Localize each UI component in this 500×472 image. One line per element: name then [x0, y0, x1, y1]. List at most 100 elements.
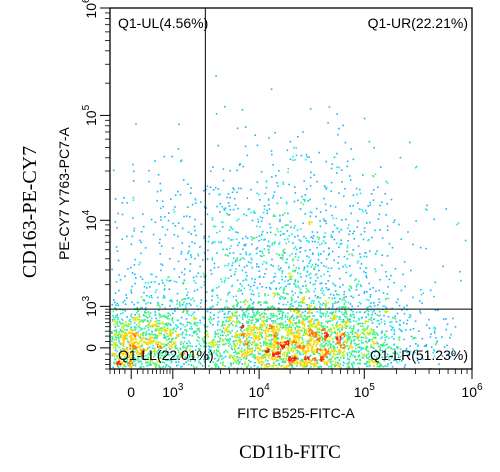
event-dot	[234, 349, 236, 351]
event-dot	[361, 209, 363, 211]
event-dot	[286, 359, 289, 361]
event-dot	[145, 311, 148, 314]
event-dot	[294, 353, 297, 355]
event-dot	[250, 293, 253, 295]
event-dot	[222, 334, 224, 337]
event-dot	[159, 327, 161, 330]
event-dot	[212, 345, 215, 348]
event-dot	[320, 253, 322, 255]
event-dot	[367, 361, 369, 363]
event-dot	[285, 324, 287, 327]
event-dot	[208, 346, 211, 348]
event-dot	[246, 237, 249, 240]
event-dot	[192, 354, 194, 357]
event-dot	[290, 310, 292, 312]
event-dot	[169, 314, 171, 316]
event-dot	[273, 348, 275, 350]
event-dot	[258, 339, 260, 342]
event-dot	[282, 181, 284, 184]
event-dot	[222, 327, 225, 329]
event-dot	[256, 181, 259, 183]
event-dot	[324, 186, 327, 188]
event-dot	[268, 287, 271, 289]
event-dot	[138, 355, 140, 358]
event-dot	[371, 322, 374, 324]
event-dot	[277, 267, 280, 270]
event-dot	[185, 288, 187, 290]
event-dot	[218, 340, 220, 343]
event-dot	[319, 344, 321, 347]
event-dot	[259, 353, 261, 355]
event-dot	[208, 193, 211, 195]
event-dot	[219, 241, 222, 244]
event-dot	[233, 315, 235, 317]
event-dot	[389, 321, 391, 324]
event-dot	[319, 347, 322, 350]
event-dot	[116, 355, 118, 357]
event-dot	[276, 228, 278, 230]
event-dot	[194, 323, 197, 326]
event-dot	[300, 315, 302, 318]
event-dot	[280, 365, 283, 368]
event-dot	[333, 314, 336, 316]
event-dot	[296, 346, 299, 349]
event-dot	[232, 187, 234, 189]
event-dot	[303, 346, 305, 348]
event-dot	[221, 355, 223, 357]
event-dot	[303, 235, 305, 238]
event-dot	[197, 254, 200, 257]
event-dot	[256, 343, 258, 346]
event-dot	[297, 350, 300, 352]
event-dot	[316, 348, 318, 350]
event-dot	[279, 317, 282, 319]
event-dot	[200, 275, 202, 278]
event-dot	[365, 272, 367, 274]
event-dot	[301, 311, 304, 314]
event-dot	[282, 249, 284, 252]
event-dot	[186, 321, 189, 324]
event-dot	[190, 314, 192, 317]
event-dot	[219, 298, 222, 301]
event-dot	[231, 191, 234, 194]
event-dot	[301, 358, 303, 361]
event-dot	[365, 321, 368, 323]
event-dot	[131, 235, 134, 238]
event-dot	[365, 355, 367, 358]
event-dot	[169, 348, 171, 350]
event-dot	[270, 339, 273, 341]
event-dot	[142, 213, 144, 215]
event-dot	[267, 360, 269, 362]
event-dot	[155, 325, 158, 328]
event-dot	[116, 344, 118, 346]
event-dot	[248, 359, 250, 362]
event-dot	[295, 323, 297, 325]
event-dot	[161, 367, 164, 369]
event-dot	[223, 207, 225, 210]
event-dot	[194, 331, 196, 333]
event-dot	[245, 251, 247, 254]
event-dot	[232, 257, 235, 259]
event-dot	[176, 334, 178, 336]
event-dot	[319, 365, 322, 368]
event-dot	[192, 332, 195, 334]
event-dot	[363, 117, 366, 120]
event-dot	[324, 348, 327, 350]
event-dot	[264, 364, 267, 367]
event-dot	[273, 331, 276, 333]
event-dot	[205, 300, 208, 302]
event-dot	[176, 299, 179, 302]
event-dot	[390, 198, 393, 201]
event-dot	[178, 351, 180, 353]
event-dot	[216, 350, 219, 353]
event-dot	[388, 278, 391, 281]
event-dot	[316, 246, 318, 249]
event-dot	[373, 305, 376, 307]
event-dot	[329, 362, 332, 364]
event-dot	[326, 311, 329, 314]
event-dot	[221, 310, 224, 312]
event-dot	[265, 326, 268, 328]
event-dot	[291, 357, 294, 359]
event-dot	[294, 281, 296, 283]
event-dot	[322, 338, 325, 340]
event-dot	[299, 251, 301, 253]
